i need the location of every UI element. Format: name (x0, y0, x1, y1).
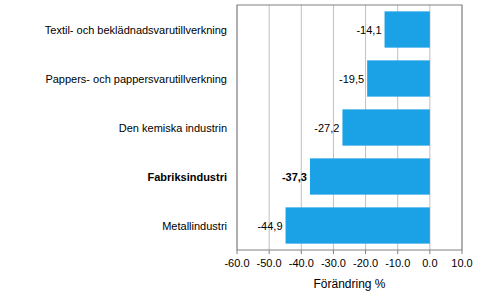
tick-label: -50.0 (257, 257, 282, 269)
data-label: -19,5 (339, 73, 364, 85)
plot-frame (237, 5, 462, 250)
category-label: Den kemiska industrin (119, 122, 227, 134)
category-label: Fabriksindustri (148, 171, 227, 183)
data-label: -14,1 (356, 24, 381, 36)
tick-label: 10.0 (451, 257, 472, 269)
bar (367, 60, 430, 96)
tick-label: -40.0 (289, 257, 314, 269)
tick-mark (365, 250, 366, 254)
tick-label: -10.0 (385, 257, 410, 269)
tick-label: -30.0 (321, 257, 346, 269)
tick-label: -60.0 (224, 257, 249, 269)
bar (310, 158, 430, 194)
tick-mark (397, 250, 398, 254)
category-label: Metallindustri (162, 220, 227, 232)
bar (286, 207, 430, 243)
tick-mark (301, 250, 302, 254)
axis-label: Förändring % (313, 277, 385, 291)
bars (286, 11, 430, 243)
tick-mark (462, 250, 463, 254)
category-label: Pappers- och pappersvarutillverkning (45, 73, 227, 85)
tick-label: 0.0 (422, 257, 437, 269)
data-label: -27,2 (314, 122, 339, 134)
tick-mark (269, 250, 270, 254)
data-label: -37,3 (282, 171, 307, 183)
grid-line (269, 5, 270, 250)
chart-container: -14,1 -19,5 -27,2 -37,3 -44,9 Textil- och bek… (0, 0, 480, 300)
tick-mark (429, 250, 430, 254)
data-label: -44,9 (257, 220, 282, 232)
tick-mark (333, 250, 334, 254)
category-label: Textil- och beklädnadsvarutillverkning (45, 24, 227, 36)
bar (385, 11, 430, 47)
chart-svg: -14,1 -19,5 -27,2 -37,3 -44,9 Textil- och bek… (0, 0, 480, 300)
tick-mark (237, 250, 238, 254)
bar (342, 109, 429, 145)
tick-label: -20.0 (353, 257, 378, 269)
